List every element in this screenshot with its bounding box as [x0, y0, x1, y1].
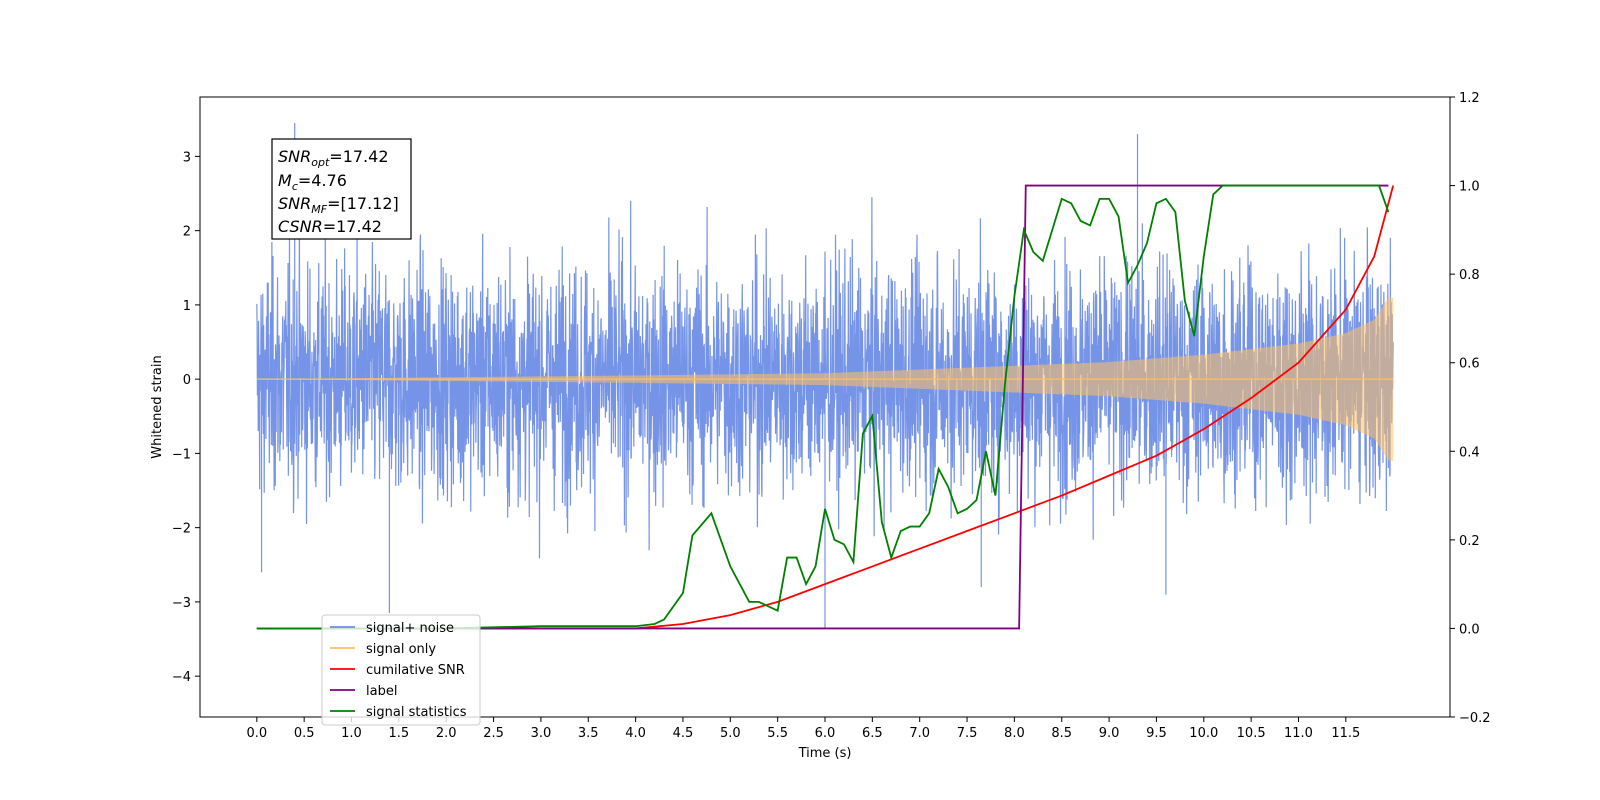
x-tick-label: 10.5	[1237, 726, 1266, 741]
y-right-tick-label: 1.2	[1459, 91, 1480, 106]
legend-label: signal statistics	[366, 705, 467, 720]
x-axis-label: Time (s)	[798, 746, 852, 761]
x-tick-label: 6.5	[862, 726, 883, 741]
x-tick-label: 7.0	[909, 726, 930, 741]
legend-box	[321, 614, 481, 726]
series-line	[256, 184, 1389, 630]
legend-label: signal only	[366, 642, 436, 657]
x-tick-label: 8.0	[1004, 726, 1025, 741]
y-right-tick-label: −0.2	[1459, 711, 1491, 726]
x-tick-label: 5.5	[767, 726, 788, 741]
x-tick-label: 3.5	[578, 726, 599, 741]
y-axis-label: Whitened strain	[150, 355, 165, 458]
y-axis-right: 1.2 1.0 0.8 0.6 0.4 0.2 0.0 −0.2	[1450, 91, 1491, 726]
x-tick-label: 8.5	[1051, 726, 1072, 741]
y-right-tick-label: 0.0	[1459, 622, 1480, 637]
x-tick-label: 4.0	[625, 726, 646, 741]
series-line	[256, 184, 1390, 630]
y-tick-label: 1	[183, 299, 191, 314]
series-group	[256, 184, 1395, 630]
y-tick-label: −3	[172, 596, 191, 611]
x-tick-label: 11.0	[1284, 726, 1313, 741]
series-line	[256, 185, 1395, 630]
x-tick-label: 1.0	[341, 726, 362, 741]
x-tick-label: 10.0	[1189, 726, 1218, 741]
y-tick-label: 3	[183, 150, 191, 165]
y-tick-label: 2	[183, 225, 191, 240]
stats-annotation: SNRopt=17.42 Mc=4.76 SNRMF=[17.12] CSNR=…	[271, 138, 412, 240]
x-tick-label: 9.0	[1099, 726, 1120, 741]
annotation-snr-mf: SNRMF=[17.12]	[278, 194, 399, 216]
y-axis-left: 3 2 1 0 −1 −2 −3 −4	[172, 150, 200, 685]
annotation-snr-opt: SNRopt=17.42	[278, 147, 389, 169]
y-tick-label: −4	[172, 670, 191, 685]
y-tick-label: −1	[172, 447, 191, 462]
y-right-tick-label: 0.2	[1459, 534, 1480, 549]
x-tick-label: 6.0	[815, 726, 836, 741]
stats-annotation-box	[271, 138, 412, 240]
legend-label: signal+ noise	[366, 621, 454, 636]
signal-trace-group	[256, 297, 1394, 461]
x-tick-label: 9.5	[1146, 726, 1167, 741]
y-right-tick-label: 0.6	[1459, 357, 1480, 372]
x-tick-label: 2.5	[483, 726, 504, 741]
x-tick-label: 2.0	[436, 726, 457, 741]
x-tick-label: 0.5	[294, 726, 315, 741]
x-tick-label: 4.5	[673, 726, 694, 741]
y-right-tick-label: 0.4	[1459, 445, 1480, 460]
x-tick-label: 1.5	[389, 726, 410, 741]
y-right-tick-label: 1.0	[1459, 180, 1480, 195]
x-tick-label: 11.5	[1331, 726, 1360, 741]
y-tick-label: 0	[183, 373, 191, 388]
noise-trace	[256, 122, 1394, 628]
legend-label: cumilative SNR	[366, 663, 465, 678]
legend: signal+ noise signal only cumilative SNR la…	[321, 614, 481, 726]
noise-trace-group	[256, 122, 1394, 628]
y-right-tick-label: 0.8	[1459, 268, 1480, 283]
legend-label: label	[366, 684, 397, 699]
annotation-csnr: CSNR=17.42	[278, 217, 382, 236]
x-axis: 0.0 0.5 1.0 1.5 2.0 2.5 3.0 3.5 4.0 4.5 5.0 5.5 6.0 6…	[246, 717, 1360, 741]
x-tick-label: 3.0	[531, 726, 552, 741]
x-tick-label: 0.0	[246, 726, 267, 741]
x-tick-label: 5.0	[720, 726, 741, 741]
x-tick-label: 7.5	[957, 726, 978, 741]
y-tick-label: −2	[172, 522, 191, 537]
annotation-mc: Mc=4.76	[278, 171, 347, 193]
